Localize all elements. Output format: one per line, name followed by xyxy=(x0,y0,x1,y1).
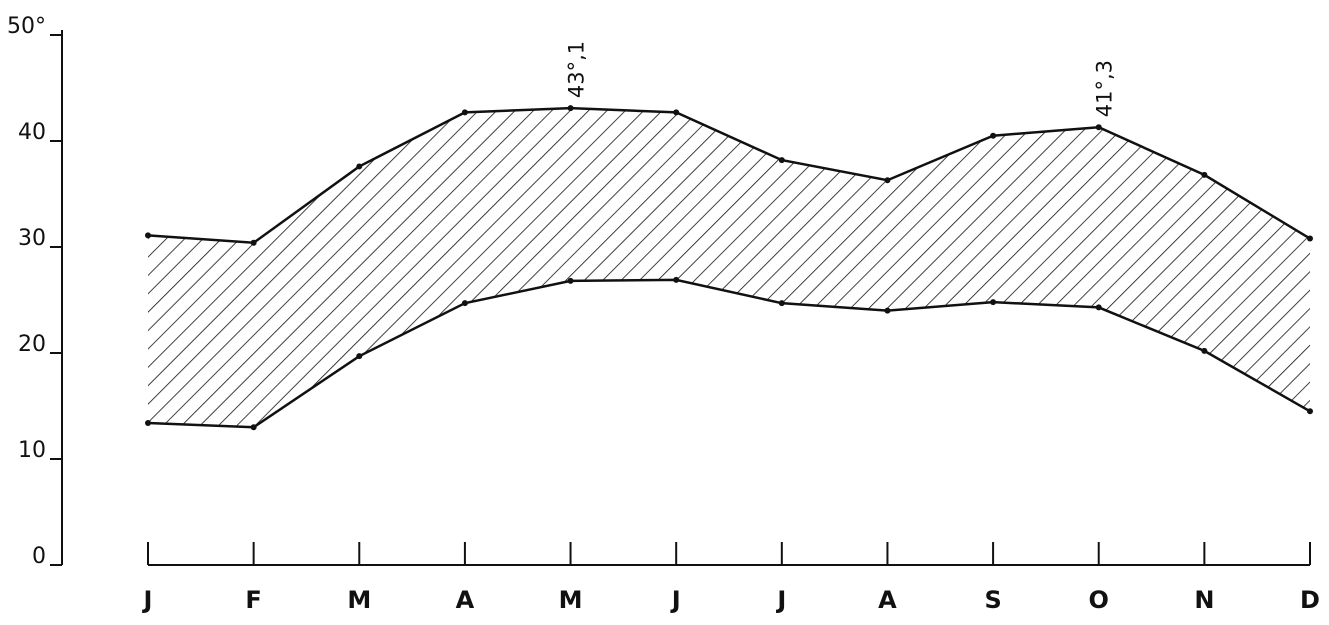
data-point xyxy=(1201,171,1208,178)
data-point xyxy=(884,177,891,184)
data-point xyxy=(567,105,574,112)
data-point xyxy=(145,232,151,239)
x-tick-label: S xyxy=(984,586,1001,614)
data-point xyxy=(1201,347,1208,354)
value-label: 41°,3 xyxy=(1093,60,1117,117)
data-point xyxy=(778,300,785,307)
data-point xyxy=(461,109,468,116)
y-tick-label: 50° xyxy=(7,14,46,39)
data-point xyxy=(1095,304,1102,311)
x-tick-label: D xyxy=(1300,586,1320,614)
data-point xyxy=(990,132,997,139)
x-tick-label: F xyxy=(245,586,261,614)
data-point xyxy=(461,300,468,307)
y-tick-label: 0 xyxy=(32,544,46,569)
data-point xyxy=(990,299,997,306)
data-point xyxy=(356,163,363,170)
data-point xyxy=(673,276,680,283)
x-tick-label: M xyxy=(347,586,371,614)
y-tick-label: 40 xyxy=(18,120,46,145)
series-line xyxy=(147,278,1311,429)
x-tick-label: J xyxy=(142,586,153,614)
y-tick-label: 20 xyxy=(18,332,46,357)
data-point xyxy=(1095,124,1102,131)
data-point xyxy=(884,307,891,314)
y-tick-label: 10 xyxy=(18,438,46,463)
data-point xyxy=(250,424,257,431)
x-tick-label: O xyxy=(1089,586,1109,614)
data-point xyxy=(145,419,151,426)
hatch-area xyxy=(148,108,1310,428)
x-tick-label: A xyxy=(456,586,475,614)
x-tick-label: A xyxy=(878,586,897,614)
x-tick-label: J xyxy=(775,586,786,614)
data-point xyxy=(356,353,363,360)
x-tick-label: M xyxy=(559,586,583,614)
data-point xyxy=(1307,235,1313,242)
data-point xyxy=(567,277,574,284)
value-label: 43°,1 xyxy=(565,41,589,98)
data-point xyxy=(250,239,257,246)
data-point xyxy=(778,157,785,164)
x-tick-label: N xyxy=(1194,586,1214,614)
series-line xyxy=(147,106,1311,245)
y-tick-label: 30 xyxy=(18,226,46,251)
data-point xyxy=(1307,408,1313,415)
x-tick-label: J xyxy=(670,586,681,614)
data-point xyxy=(673,109,680,116)
